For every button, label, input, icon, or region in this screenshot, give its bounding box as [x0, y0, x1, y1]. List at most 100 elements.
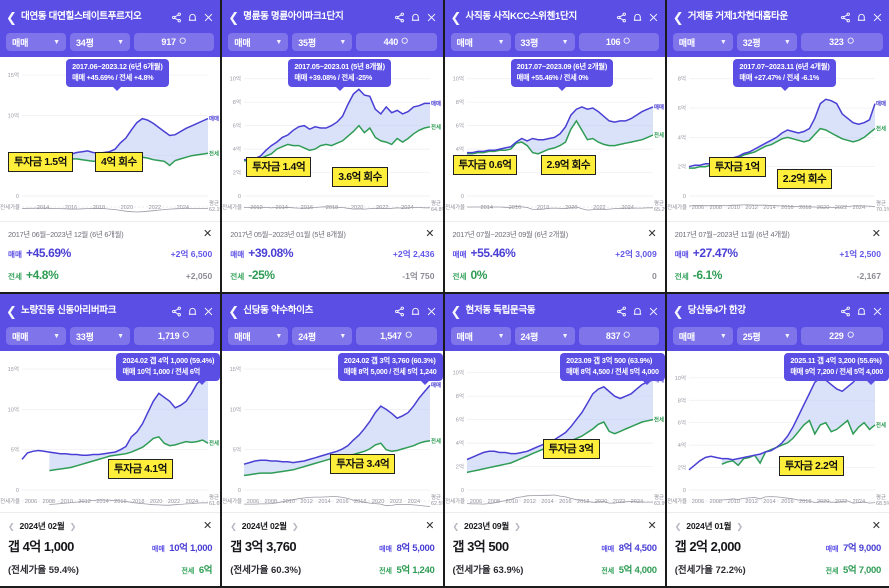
close-icon[interactable]: ✕ [425, 228, 435, 240]
close-icon[interactable] [203, 12, 214, 23]
next-month-icon[interactable]: ❯ [514, 521, 521, 531]
prev-month-icon[interactable]: ❮ [8, 521, 15, 531]
chevron-left-icon[interactable]: ❮ [450, 303, 462, 319]
area-select[interactable]: 25평 ▼ [736, 327, 797, 345]
share-icon[interactable] [394, 12, 405, 23]
deal-type-select[interactable]: 매매 ▼ [6, 327, 66, 345]
price-chart[interactable]: 0 2억 4억 6억 8억 10억 2006 2008 2010 2012 2014 2016 2018… [666, 351, 889, 508]
price-chart[interactable]: 02억4억6억8억10억201420162018202020222024전세가율… [444, 57, 665, 214]
share-icon[interactable] [840, 12, 851, 23]
deal-type-select[interactable]: 매매 ▼ [6, 33, 66, 51]
svg-text:2018: 2018 [799, 499, 811, 505]
month-navigator[interactable]: ❮ 2024년 02월 ❯ [230, 520, 298, 532]
chevron-left-icon[interactable]: ❮ [228, 303, 240, 319]
price-chart[interactable]: 0 5억 10억 15억 2006 2008 2010 2012 2014 2016 2018 202… [222, 351, 443, 508]
price-chart[interactable]: 0 5억 10억 15억 2006 2008 2010 2012 2014 2016 2018 202… [0, 351, 221, 508]
deal-type-select[interactable]: 매매 ▼ [228, 33, 289, 51]
deal-type-select[interactable]: 매매 ▼ [672, 33, 733, 51]
chevron-left-icon[interactable]: ❮ [672, 9, 684, 25]
close-icon[interactable] [426, 12, 437, 23]
svg-text:15억: 15억 [8, 365, 19, 373]
area-select[interactable]: 35평 ▼ [292, 33, 353, 51]
svg-text:2014: 2014 [763, 205, 775, 211]
svg-text:전세: 전세 [209, 149, 219, 157]
bell-icon[interactable] [856, 306, 867, 317]
month-navigator[interactable]: ❮ 2024년 02월 ❯ [8, 520, 76, 532]
close-icon[interactable]: ✕ [203, 228, 213, 240]
close-icon[interactable]: ✕ [647, 228, 657, 240]
bell-icon[interactable] [856, 12, 867, 23]
area-select[interactable]: 24평 ▼ [514, 327, 575, 345]
gap-amount: 갭 3억 500 [452, 539, 510, 554]
close-icon[interactable] [426, 306, 437, 317]
prev-month-icon[interactable]: ❮ [674, 521, 682, 531]
price-chart[interactable]: 0 2억 4억 6억 8억 2006 2008 2010 2012 2014 2016 2018 202… [666, 57, 889, 214]
deal-type-select[interactable]: 매매 ▼ [672, 327, 733, 345]
household-count[interactable]: 837 [578, 327, 659, 345]
close-icon[interactable]: ✕ [871, 519, 881, 532]
investment-badge: 투자금 3.4억 [330, 454, 396, 474]
month-navigator[interactable]: ❮ 2024년 01월 ❯ [675, 520, 743, 532]
area-select[interactable]: 34평 ▼ [70, 33, 130, 51]
tooltip-line-1: 2024.02 갭 4억 1,000 (59.4%) [122, 356, 215, 365]
household-count[interactable]: 106 [578, 33, 659, 51]
deal-type-select[interactable]: 매매 ▼ [450, 327, 511, 345]
price-chart[interactable]: 0 2억 4억 6억 8억 10억 2006 2008 2010 2012 2014 2016 2018… [444, 351, 665, 508]
selected-month: 2023년 09월 [464, 521, 510, 531]
svg-text:0: 0 [16, 194, 19, 200]
area-select[interactable]: 24평 ▼ [292, 327, 353, 345]
chevron-left-icon[interactable]: ❮ [672, 303, 684, 319]
household-count[interactable]: 440 [356, 33, 437, 51]
share-icon[interactable] [616, 306, 627, 317]
prev-month-icon[interactable]: ❮ [230, 521, 237, 531]
tooltip-line-1: 2017.05~2023.01 (5년 8개월) [294, 62, 385, 71]
close-icon[interactable] [648, 306, 659, 317]
next-month-icon[interactable]: ❯ [69, 521, 77, 531]
close-icon[interactable]: ✕ [871, 228, 881, 240]
next-month-icon[interactable]: ❯ [736, 521, 743, 531]
household-count[interactable]: 917 [134, 33, 215, 51]
bell-icon[interactable] [410, 12, 421, 23]
share-icon[interactable] [394, 306, 405, 317]
bell-icon[interactable] [410, 306, 421, 317]
close-icon[interactable] [203, 306, 214, 317]
buy-label: 매매 [230, 250, 245, 259]
chevron-left-icon[interactable]: ❮ [6, 303, 17, 319]
share-icon[interactable] [840, 306, 851, 317]
bell-icon[interactable] [632, 306, 643, 317]
bell-icon[interactable] [187, 306, 198, 317]
share-icon[interactable] [171, 306, 182, 317]
month-navigator[interactable]: ❮ 2023년 09월 ❯ [453, 520, 521, 532]
svg-text:0: 0 [238, 488, 241, 494]
chevron-left-icon[interactable]: ❮ [450, 9, 462, 25]
deal-type-select[interactable]: 매매 ▼ [450, 33, 511, 51]
area-select[interactable]: 33평 ▼ [514, 33, 575, 51]
household-count[interactable]: 229 [800, 327, 883, 345]
area-select[interactable]: 33평 ▼ [70, 327, 130, 345]
svg-text:2006: 2006 [691, 205, 703, 211]
household-count[interactable]: 323 [800, 33, 883, 51]
area-select[interactable]: 32평 ▼ [736, 33, 797, 51]
close-icon[interactable] [872, 306, 883, 317]
close-icon[interactable] [872, 12, 883, 23]
chevron-left-icon[interactable]: ❮ [228, 9, 240, 25]
price-chart[interactable]: 0 2억 4억 6억 8억 10억 2012 2014 2016 2018 2020 2022 2024… [222, 57, 443, 214]
share-icon[interactable] [171, 12, 182, 23]
deal-type-select[interactable]: 매매 ▼ [228, 327, 289, 345]
household-count[interactable]: 1,547 [356, 327, 437, 345]
household-count[interactable]: 1,719 [134, 327, 215, 345]
summary-footer: ❮ 2024년 01월 ❯ ✕ 갭 2억 2,000 매매 7억 9,000 (전세가율 7… [666, 512, 889, 586]
close-icon[interactable]: ✕ [425, 519, 435, 532]
close-icon[interactable] [648, 12, 659, 23]
bell-icon[interactable] [187, 12, 198, 23]
close-icon[interactable]: ✕ [647, 519, 657, 532]
investment-badge: 투자금 1.5억 [8, 152, 73, 172]
close-icon[interactable]: ✕ [203, 519, 213, 532]
bell-icon[interactable] [632, 12, 643, 23]
prev-month-icon[interactable]: ❮ [452, 521, 460, 531]
price-chart[interactable]: 05억10억15억201420162018202020222024전세가율매매전… [0, 57, 221, 214]
date-range: 2017년 06월~2023년 12월 (6년 6개월) [8, 229, 124, 239]
share-icon[interactable] [616, 12, 627, 23]
next-month-icon[interactable]: ❯ [291, 521, 299, 531]
chevron-left-icon[interactable]: ❮ [6, 9, 17, 25]
